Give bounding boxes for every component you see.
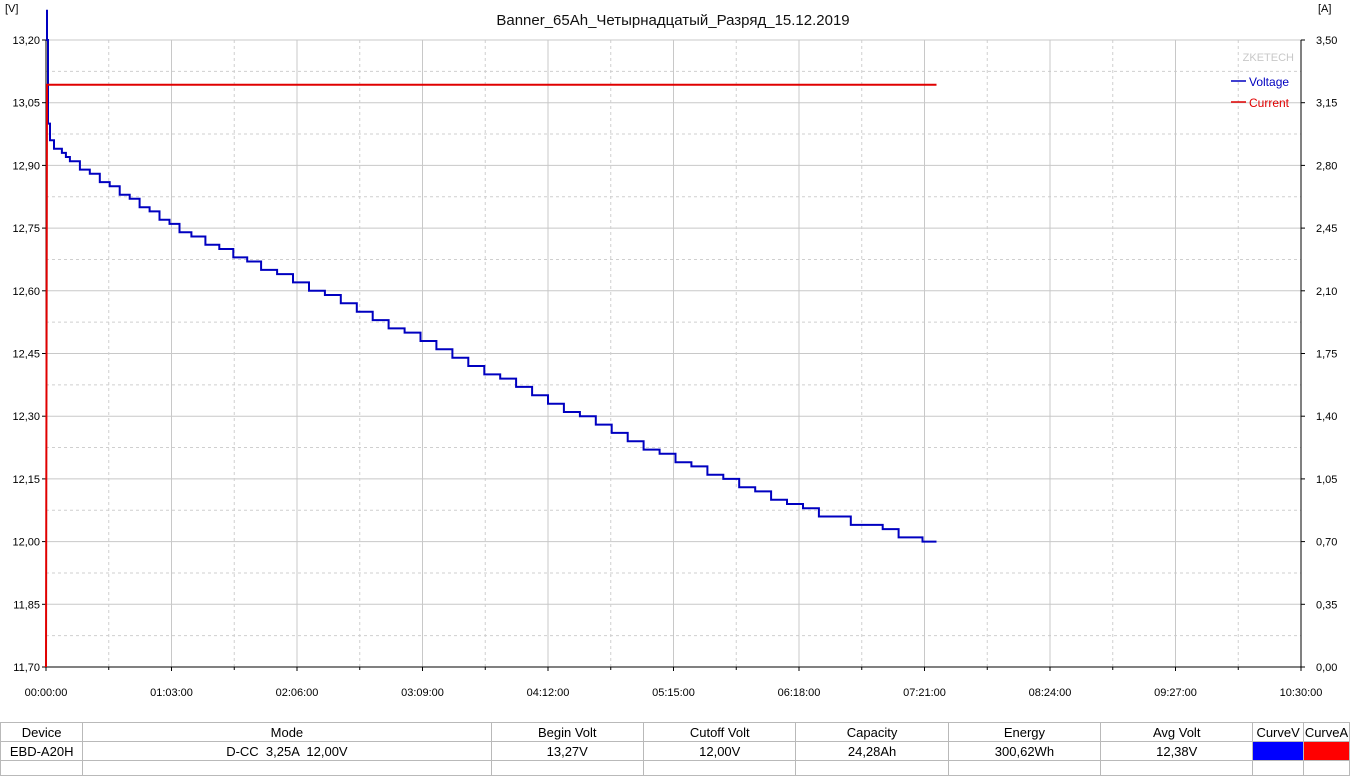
x-tick-label: 06:18:00: [778, 687, 821, 699]
y-right-tick-label: 1,05: [1316, 474, 1337, 486]
info-empty-row: [0, 760, 1350, 776]
y-right-tick-label: 3,50: [1316, 35, 1337, 47]
y-left-tick-label: 12,30: [12, 411, 40, 423]
info-table: Device Mode Begin Volt Cutoff Volt Capac…: [0, 722, 1350, 776]
y-left-tick-label: 12,60: [12, 286, 40, 298]
y-left-tick-label: 12,45: [12, 349, 40, 361]
x-tick-label: 00:00:00: [25, 687, 68, 699]
y-left-tick-label: 12,00: [12, 537, 40, 549]
y-left-unit: [V]: [5, 3, 18, 15]
curve-a-color-button[interactable]: [1303, 741, 1350, 761]
cell-mode: D-CC 3,25A 12,00V: [82, 741, 492, 761]
x-tick-label: 08:24:00: [1029, 687, 1072, 699]
y-right-tick-label: 0,70: [1316, 537, 1337, 549]
y-right-tick-label: 3,15: [1316, 98, 1337, 110]
y-right-ticks: 3,50 3,15 2,80 2,45 2,10 1,75 1,40 1,05 0,70 0,35…: [1301, 35, 1337, 674]
y-right-tick-label: 0,00: [1316, 662, 1337, 674]
legend-voltage-label: Voltage: [1249, 75, 1289, 89]
header-avg-volt: Avg Volt: [1100, 722, 1254, 742]
y-left-tick-label: 11,85: [13, 599, 40, 611]
series-voltage-line: [46, 9, 937, 543]
y-right-tick-label: 0,35: [1316, 599, 1337, 611]
x-tick-label: 02:06:00: [276, 687, 319, 699]
y-right-tick-label: 1,75: [1316, 349, 1337, 361]
header-capacity: Capacity: [795, 722, 949, 742]
x-tick-label: 09:27:00: [1154, 687, 1197, 699]
x-ticks: 00:00:00 01:03:00 02:06:00 03:09:00 04:12:00…: [25, 667, 1323, 699]
x-tick-label: 07:21:00: [903, 687, 946, 699]
watermark: ZKETECH: [1243, 52, 1294, 64]
x-tick-label: 10:30:00: [1280, 687, 1323, 699]
series-current-line: [45, 83, 937, 668]
header-device: Device: [0, 722, 84, 742]
legend: Voltage Current: [1231, 75, 1290, 110]
chart-title: Banner_65Ah_Четырнадцатый_Разряд_15.12.2…: [496, 12, 849, 29]
series-layer: [45, 9, 937, 668]
cell-avg-volt: 12,38V: [1100, 741, 1254, 761]
cell-energy: 300,62Wh: [947, 741, 1102, 761]
header-curve-a: CurveA: [1303, 722, 1350, 742]
info-data-row: EBD-A20H D-CC 3,25A 12,00V 13,27V 12,00V…: [0, 741, 1350, 761]
x-tick-label: 01:03:00: [150, 687, 193, 699]
y-left-tick-label: 11,70: [13, 662, 40, 674]
header-energy: Energy: [947, 722, 1102, 742]
header-cutoff-volt: Cutoff Volt: [642, 722, 797, 742]
header-curve-v: CurveV: [1252, 722, 1304, 742]
y-right-unit: [A]: [1318, 3, 1331, 15]
cell-begin-volt: 13,27V: [490, 741, 644, 761]
y-right-tick-label: 1,40: [1316, 411, 1337, 423]
cell-device: EBD-A20H: [0, 741, 84, 761]
cell-capacity: 24,28Ah: [795, 741, 949, 761]
curve-v-color-button[interactable]: [1252, 741, 1304, 761]
cell-cutoff-volt: 12,00V: [642, 741, 797, 761]
y-left-tick-label: 12,90: [12, 160, 40, 172]
legend-current-label: Current: [1249, 96, 1290, 110]
y-right-tick-label: 2,80: [1316, 160, 1337, 172]
y-left-ticks: 13,20 13,05 12,90 12,75 12,60 12,45 12,30 12,15…: [12, 35, 46, 674]
x-tick-label: 05:15:00: [652, 687, 695, 699]
y-left-tick-label: 12,15: [12, 474, 40, 486]
header-mode: Mode: [82, 722, 492, 742]
header-begin-volt: Begin Volt: [490, 722, 644, 742]
x-tick-label: 04:12:00: [527, 687, 570, 699]
discharge-chart: 13,20 13,05 12,90 12,75 12,60 12,45 12,30 12,15…: [5, 3, 1337, 699]
y-left-tick-label: 13,20: [12, 35, 40, 47]
y-right-tick-label: 2,45: [1316, 223, 1337, 235]
y-right-tick-label: 2,10: [1316, 286, 1337, 298]
y-left-tick-label: 13,05: [12, 98, 40, 110]
info-header-row: Device Mode Begin Volt Cutoff Volt Capac…: [0, 722, 1350, 742]
grid: [46, 39, 1301, 667]
y-left-tick-label: 12,75: [12, 223, 40, 235]
x-tick-label: 03:09:00: [401, 687, 444, 699]
